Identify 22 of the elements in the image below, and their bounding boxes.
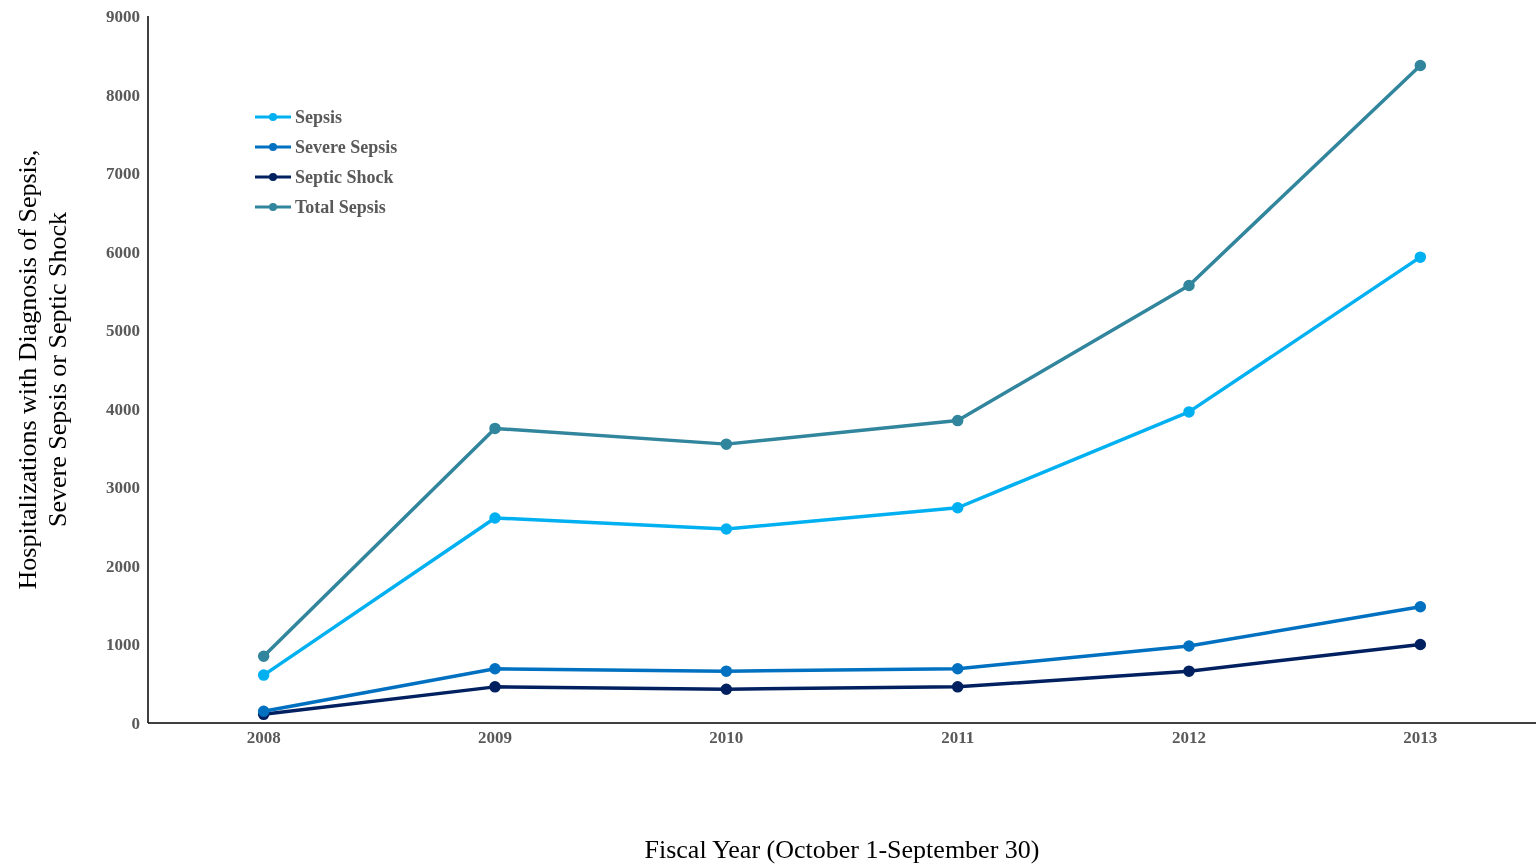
y-tick-label: 1000 [106, 635, 140, 655]
y-tick-label: 9000 [106, 7, 140, 27]
x-tick-label: 2008 [246, 728, 281, 748]
y-tick-label: 0 [131, 714, 140, 734]
x-tick-label: 2009 [478, 728, 512, 748]
y-tick-label: 6000 [106, 242, 140, 262]
y-tick-label: 8000 [106, 85, 140, 105]
x-tick-label: 2013 [1403, 728, 1438, 748]
y-tick-label: 2000 [106, 556, 140, 576]
legend-label: Severe Sepsis [295, 136, 398, 159]
legend-label: Total Sepsis [295, 196, 386, 219]
y-tick-label: 7000 [106, 164, 140, 184]
legend-label: Septic Shock [295, 166, 394, 189]
x-tick-label: 2010 [709, 728, 744, 748]
x-tick-label: 2011 [941, 728, 975, 748]
y-tick-label: 3000 [106, 478, 140, 498]
y-tick-label: 4000 [106, 399, 140, 419]
y-axis-title: Hospitalizations with Diagnosis of Sepsis, Severe Sepsis or Septic Shock [13, 149, 72, 590]
y-tick-label: 5000 [106, 321, 140, 341]
x-axis-title: Fiscal Year (October 1-September 30) [644, 835, 1040, 864]
x-tick-label: 2012 [1172, 728, 1206, 748]
legend-label: Sepsis [295, 106, 343, 129]
